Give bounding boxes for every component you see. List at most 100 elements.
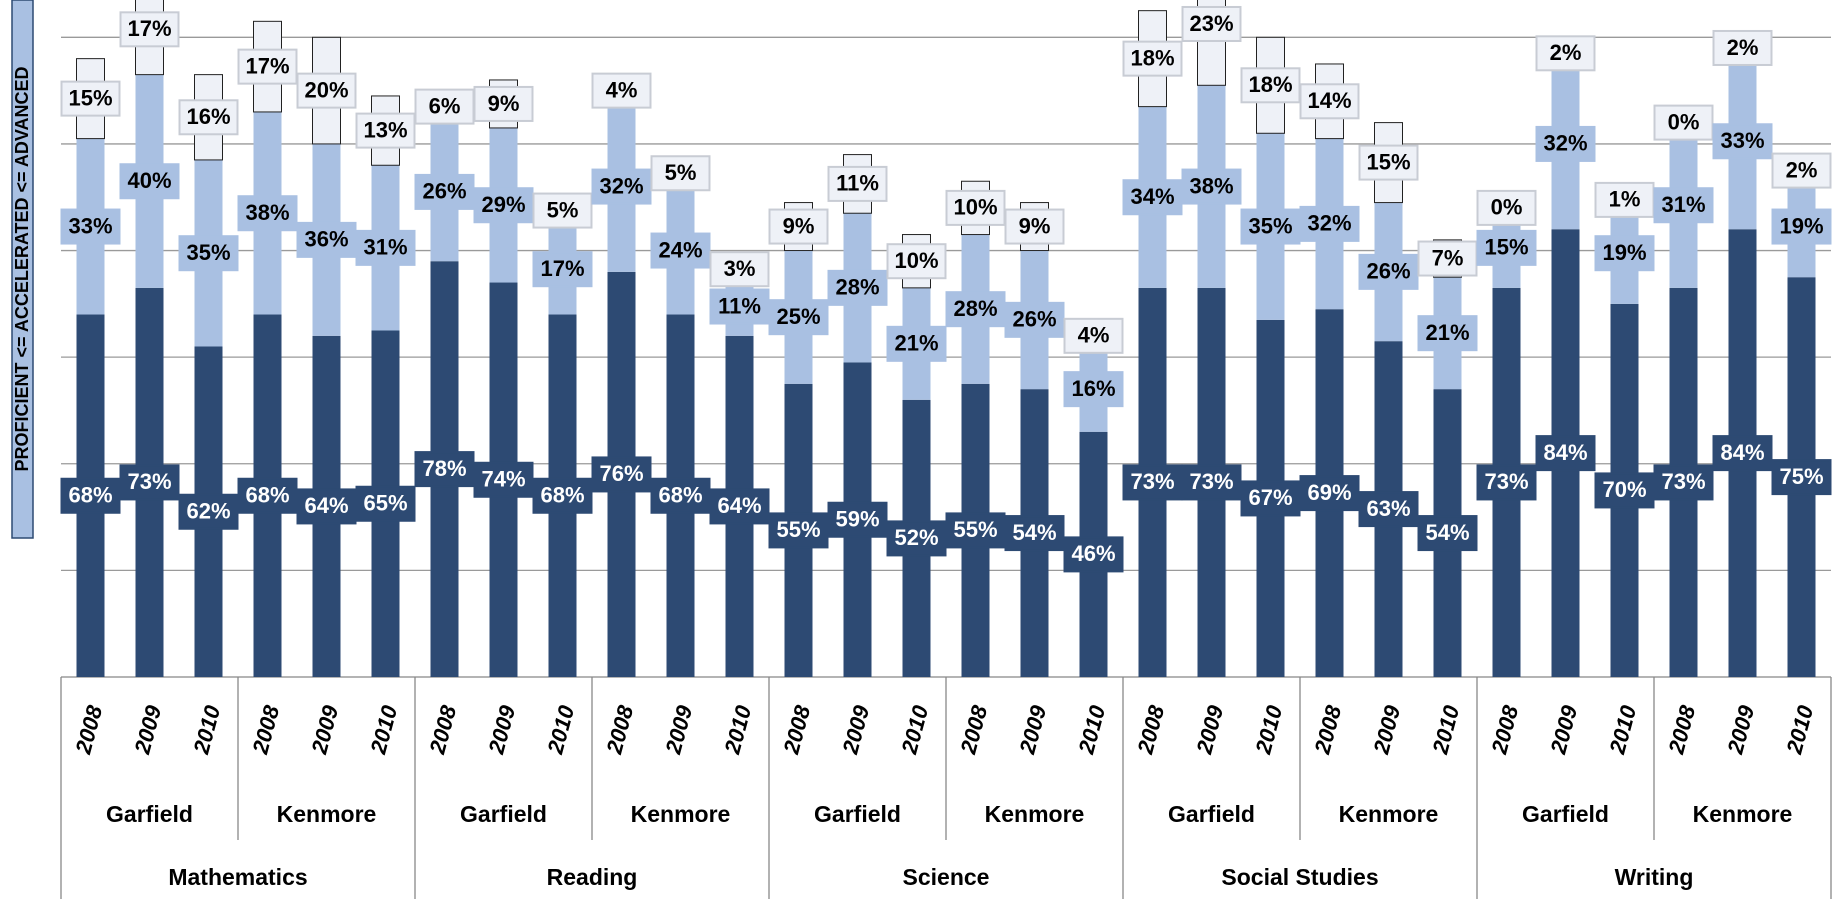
value-label-box bbox=[1299, 83, 1360, 120]
value-label: 31% bbox=[363, 235, 407, 260]
value-label: 46% bbox=[1071, 541, 1115, 566]
value-label-box bbox=[119, 163, 180, 200]
school-label: Kenmore bbox=[1339, 801, 1439, 827]
value-label: 64% bbox=[304, 493, 348, 518]
x-tick-label: 2009 bbox=[306, 702, 343, 757]
value-label-box bbox=[1653, 187, 1714, 224]
value-label: 55% bbox=[776, 517, 820, 542]
school-label: Garfield bbox=[1522, 801, 1609, 827]
value-label: 36% bbox=[304, 227, 348, 252]
value-label: 32% bbox=[1307, 211, 1351, 236]
value-label: 1% bbox=[1609, 187, 1641, 212]
value-label: 38% bbox=[245, 200, 289, 225]
value-label: 2% bbox=[1727, 35, 1759, 60]
value-label-box bbox=[119, 11, 180, 48]
x-tick-label: 2010 bbox=[365, 702, 402, 757]
value-label-box bbox=[296, 72, 357, 109]
value-label-box bbox=[1122, 40, 1183, 77]
x-tick-label: 2010 bbox=[542, 702, 579, 757]
value-label: 10% bbox=[894, 248, 938, 273]
value-label: 70% bbox=[1602, 477, 1646, 502]
value-label-box bbox=[178, 99, 239, 136]
value-label: 68% bbox=[68, 483, 112, 508]
x-tick-label: 2008 bbox=[247, 702, 284, 757]
y-axis-label: PROFICIENT <= ACCELERATED <= ADVANCED bbox=[12, 66, 32, 471]
value-label-box bbox=[1417, 240, 1478, 277]
value-label: 63% bbox=[1366, 496, 1410, 521]
value-label-box bbox=[1181, 464, 1242, 501]
x-tick-label: 2008 bbox=[778, 702, 815, 757]
x-tick-label: 2008 bbox=[424, 702, 461, 757]
value-label-box bbox=[1594, 181, 1655, 218]
school-label: Garfield bbox=[460, 801, 547, 827]
value-label-box bbox=[532, 251, 593, 288]
value-label: 19% bbox=[1779, 213, 1823, 238]
value-label: 7% bbox=[1432, 245, 1464, 270]
value-label: 14% bbox=[1307, 88, 1351, 113]
value-label: 73% bbox=[1661, 469, 1705, 494]
value-label-box bbox=[886, 243, 947, 280]
value-label: 35% bbox=[1248, 213, 1292, 238]
value-label-box bbox=[768, 299, 829, 336]
value-label-box bbox=[178, 235, 239, 272]
value-label: 21% bbox=[894, 331, 938, 356]
value-label-box bbox=[473, 187, 534, 224]
x-tick-label: 2008 bbox=[1486, 702, 1523, 757]
value-label-box bbox=[768, 512, 829, 549]
value-label-box bbox=[296, 221, 357, 258]
value-label: 9% bbox=[1019, 213, 1051, 238]
value-label: 32% bbox=[1543, 131, 1587, 156]
value-label: 0% bbox=[1491, 195, 1523, 220]
value-label: 76% bbox=[599, 461, 643, 486]
value-label: 38% bbox=[1189, 173, 1233, 198]
x-tick-label: 2008 bbox=[601, 702, 638, 757]
x-tick-label: 2010 bbox=[1604, 702, 1641, 757]
value-label-box bbox=[1299, 475, 1360, 512]
value-label-box bbox=[1004, 301, 1065, 338]
value-label-box bbox=[237, 195, 298, 232]
value-label-box bbox=[60, 208, 121, 245]
value-label: 17% bbox=[540, 256, 584, 281]
x-tick-label: 2009 bbox=[129, 702, 166, 757]
value-label-box bbox=[1240, 480, 1301, 517]
value-label: 73% bbox=[1484, 469, 1528, 494]
value-label: 32% bbox=[599, 173, 643, 198]
value-label-box bbox=[1771, 459, 1832, 496]
value-label: 16% bbox=[186, 104, 230, 129]
value-label-box bbox=[414, 88, 475, 125]
x-tick-label: 2009 bbox=[837, 702, 874, 757]
value-label-box bbox=[591, 456, 652, 493]
value-label: 26% bbox=[422, 179, 466, 204]
value-label-box bbox=[650, 232, 711, 269]
value-label-box bbox=[1476, 229, 1537, 266]
value-label-box bbox=[650, 155, 711, 192]
value-label-box bbox=[945, 189, 1006, 226]
value-label-box bbox=[1535, 125, 1596, 162]
x-tick-label: 2009 bbox=[660, 702, 697, 757]
value-label: 24% bbox=[658, 237, 702, 262]
value-label-box bbox=[827, 269, 888, 306]
value-label: 9% bbox=[783, 213, 815, 238]
school-label: Kenmore bbox=[631, 801, 731, 827]
subject-label: Science bbox=[903, 864, 990, 890]
subject-label: Reading bbox=[547, 864, 638, 890]
x-tick-label: 2010 bbox=[719, 702, 756, 757]
value-label: 2% bbox=[1550, 40, 1582, 65]
value-label-box bbox=[709, 251, 770, 288]
value-label: 20% bbox=[304, 77, 348, 102]
value-label: 6% bbox=[429, 93, 461, 118]
value-label: 67% bbox=[1248, 485, 1292, 510]
value-label-box bbox=[1771, 208, 1832, 245]
value-label: 59% bbox=[835, 507, 879, 532]
x-tick-label: 2009 bbox=[1368, 702, 1405, 757]
value-label-box bbox=[1063, 536, 1124, 573]
value-label: 75% bbox=[1779, 464, 1823, 489]
value-label-box bbox=[1712, 29, 1773, 66]
value-label-box bbox=[1240, 67, 1301, 104]
value-label: 21% bbox=[1425, 320, 1469, 345]
value-label-box bbox=[886, 325, 947, 362]
value-label: 5% bbox=[665, 160, 697, 185]
value-label: 25% bbox=[776, 304, 820, 329]
value-label: 65% bbox=[363, 491, 407, 516]
value-label-box bbox=[1417, 515, 1478, 552]
